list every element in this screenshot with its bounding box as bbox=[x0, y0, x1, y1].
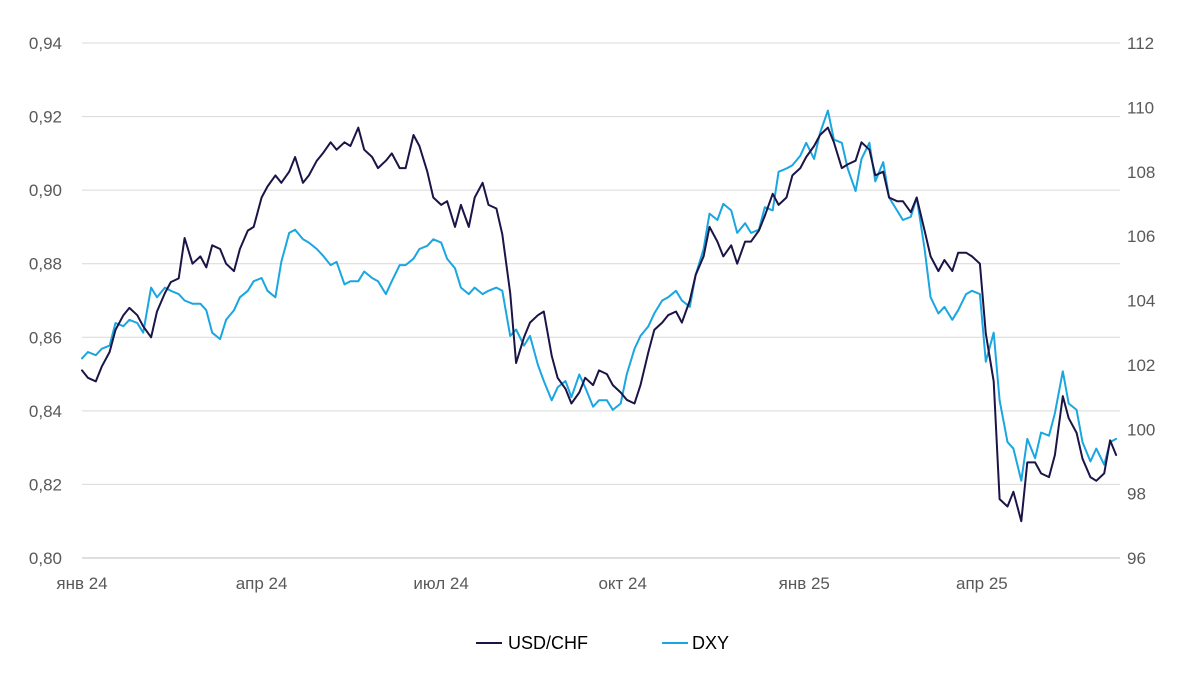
series-lines bbox=[81, 109, 1118, 523]
x-axis-tick-label: июл 24 bbox=[413, 574, 468, 593]
right-axis-tick-labels: 96 98 100 102 104 106 108 110 112 bbox=[1127, 34, 1155, 568]
right-axis-tick-label: 98 bbox=[1127, 485, 1146, 504]
x-axis-tick-label: янв 24 bbox=[56, 574, 107, 593]
x-axis-tick-label: апр 25 bbox=[956, 574, 1008, 593]
legend-label: DXY bbox=[692, 633, 729, 653]
x-axis-tick-labels: янв 24 апр 24 июл 24 окт 24 янв 25 апр 25 bbox=[56, 574, 1007, 593]
left-axis-tick-label: 0,86 bbox=[29, 328, 62, 347]
x-axis-tick-label: апр 24 bbox=[236, 574, 288, 593]
right-axis-tick-label: 112 bbox=[1127, 34, 1154, 53]
x-axis-tick-label: окт 24 bbox=[598, 574, 647, 593]
right-axis-tick-label: 96 bbox=[1127, 549, 1146, 568]
right-axis-tick-label: 100 bbox=[1127, 420, 1155, 439]
left-axis-tick-labels: 0,80 0,82 0,84 0,86 0,88 0,90 0,92 0,94 bbox=[29, 34, 62, 568]
left-axis-tick-label: 0,84 bbox=[29, 402, 62, 421]
left-axis-tick-label: 0,92 bbox=[29, 108, 62, 127]
left-axis-tick-label: 0,94 bbox=[29, 34, 62, 53]
left-axis-tick-label: 0,90 bbox=[29, 181, 62, 200]
left-axis-tick-label: 0,82 bbox=[29, 475, 62, 494]
x-axis-tick-label: янв 25 bbox=[779, 574, 830, 593]
right-axis-tick-label: 102 bbox=[1127, 356, 1155, 375]
left-axis-tick-label: 0,88 bbox=[29, 255, 62, 274]
legend: USD/CHF DXY bbox=[476, 633, 729, 653]
right-axis-tick-label: 110 bbox=[1127, 98, 1154, 117]
right-axis-tick-label: 108 bbox=[1127, 163, 1155, 182]
legend-label: USD/CHF bbox=[508, 633, 588, 653]
right-axis-tick-label: 104 bbox=[1127, 292, 1155, 311]
series-line-dxy bbox=[81, 109, 1118, 482]
series-line-usd-chf bbox=[81, 126, 1118, 523]
right-axis-tick-label: 106 bbox=[1127, 227, 1155, 246]
left-axis-tick-label: 0,80 bbox=[29, 549, 62, 568]
grid-lines bbox=[82, 42, 1120, 485]
